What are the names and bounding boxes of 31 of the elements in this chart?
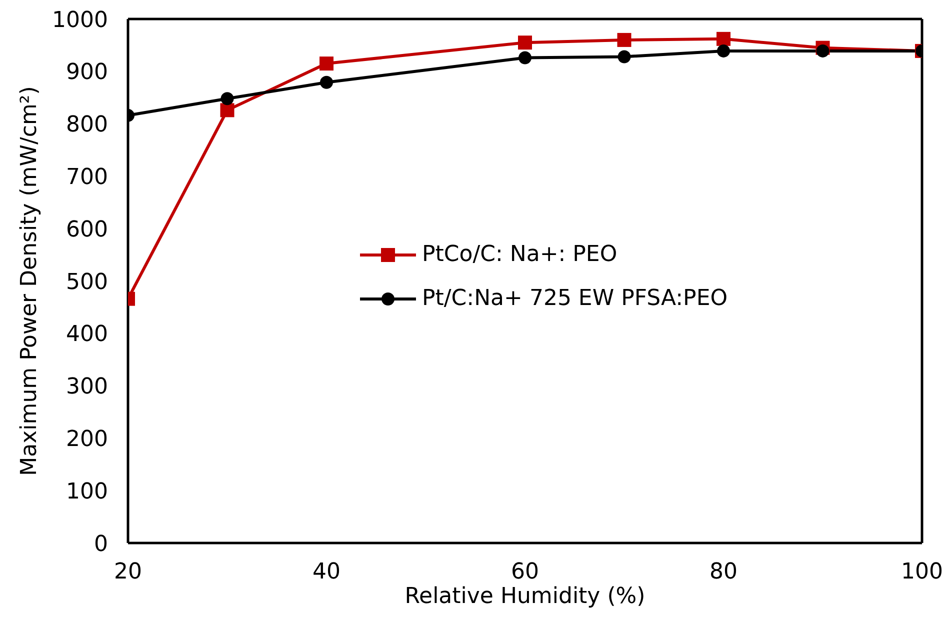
point <box>220 103 234 118</box>
y-tick-label: 200 <box>66 427 108 452</box>
y-tick-label: 1000 <box>52 8 108 33</box>
legend-label: PtCo/C: Na+: PEO <box>422 241 618 269</box>
x-tick-label: 80 <box>710 560 738 585</box>
y-tick-label: 800 <box>66 112 108 138</box>
point <box>617 32 632 47</box>
point <box>320 76 333 89</box>
point <box>816 44 830 58</box>
point <box>717 44 730 58</box>
point <box>220 92 234 106</box>
y-tick-label: 700 <box>66 165 108 190</box>
y-axis-title: Maximum Power Density (mW/cm²) <box>16 86 42 476</box>
x-tick-label: 100 <box>901 560 943 585</box>
y-tick-label: 900 <box>66 60 108 86</box>
y-tick-label: 500 <box>66 270 108 295</box>
point <box>518 51 532 64</box>
point <box>716 32 730 46</box>
x-tick-label: 60 <box>511 560 539 585</box>
x-tick-label: 40 <box>312 560 340 585</box>
y-tick-label: 100 <box>66 479 108 504</box>
x-tick-label: 20 <box>114 560 142 585</box>
y-tick-label: 0 <box>94 532 108 557</box>
point <box>518 36 532 50</box>
point <box>618 50 631 64</box>
x-axis-title: Relative Humidity (%) <box>404 584 646 609</box>
y-tick-label: 600 <box>66 217 108 242</box>
y-tick-label: 400 <box>66 322 108 348</box>
legend-label: Pt/C:Na+ 725 EW PFSA:PEO <box>422 285 728 313</box>
y-tick-label: 300 <box>66 374 108 400</box>
point <box>320 56 334 71</box>
